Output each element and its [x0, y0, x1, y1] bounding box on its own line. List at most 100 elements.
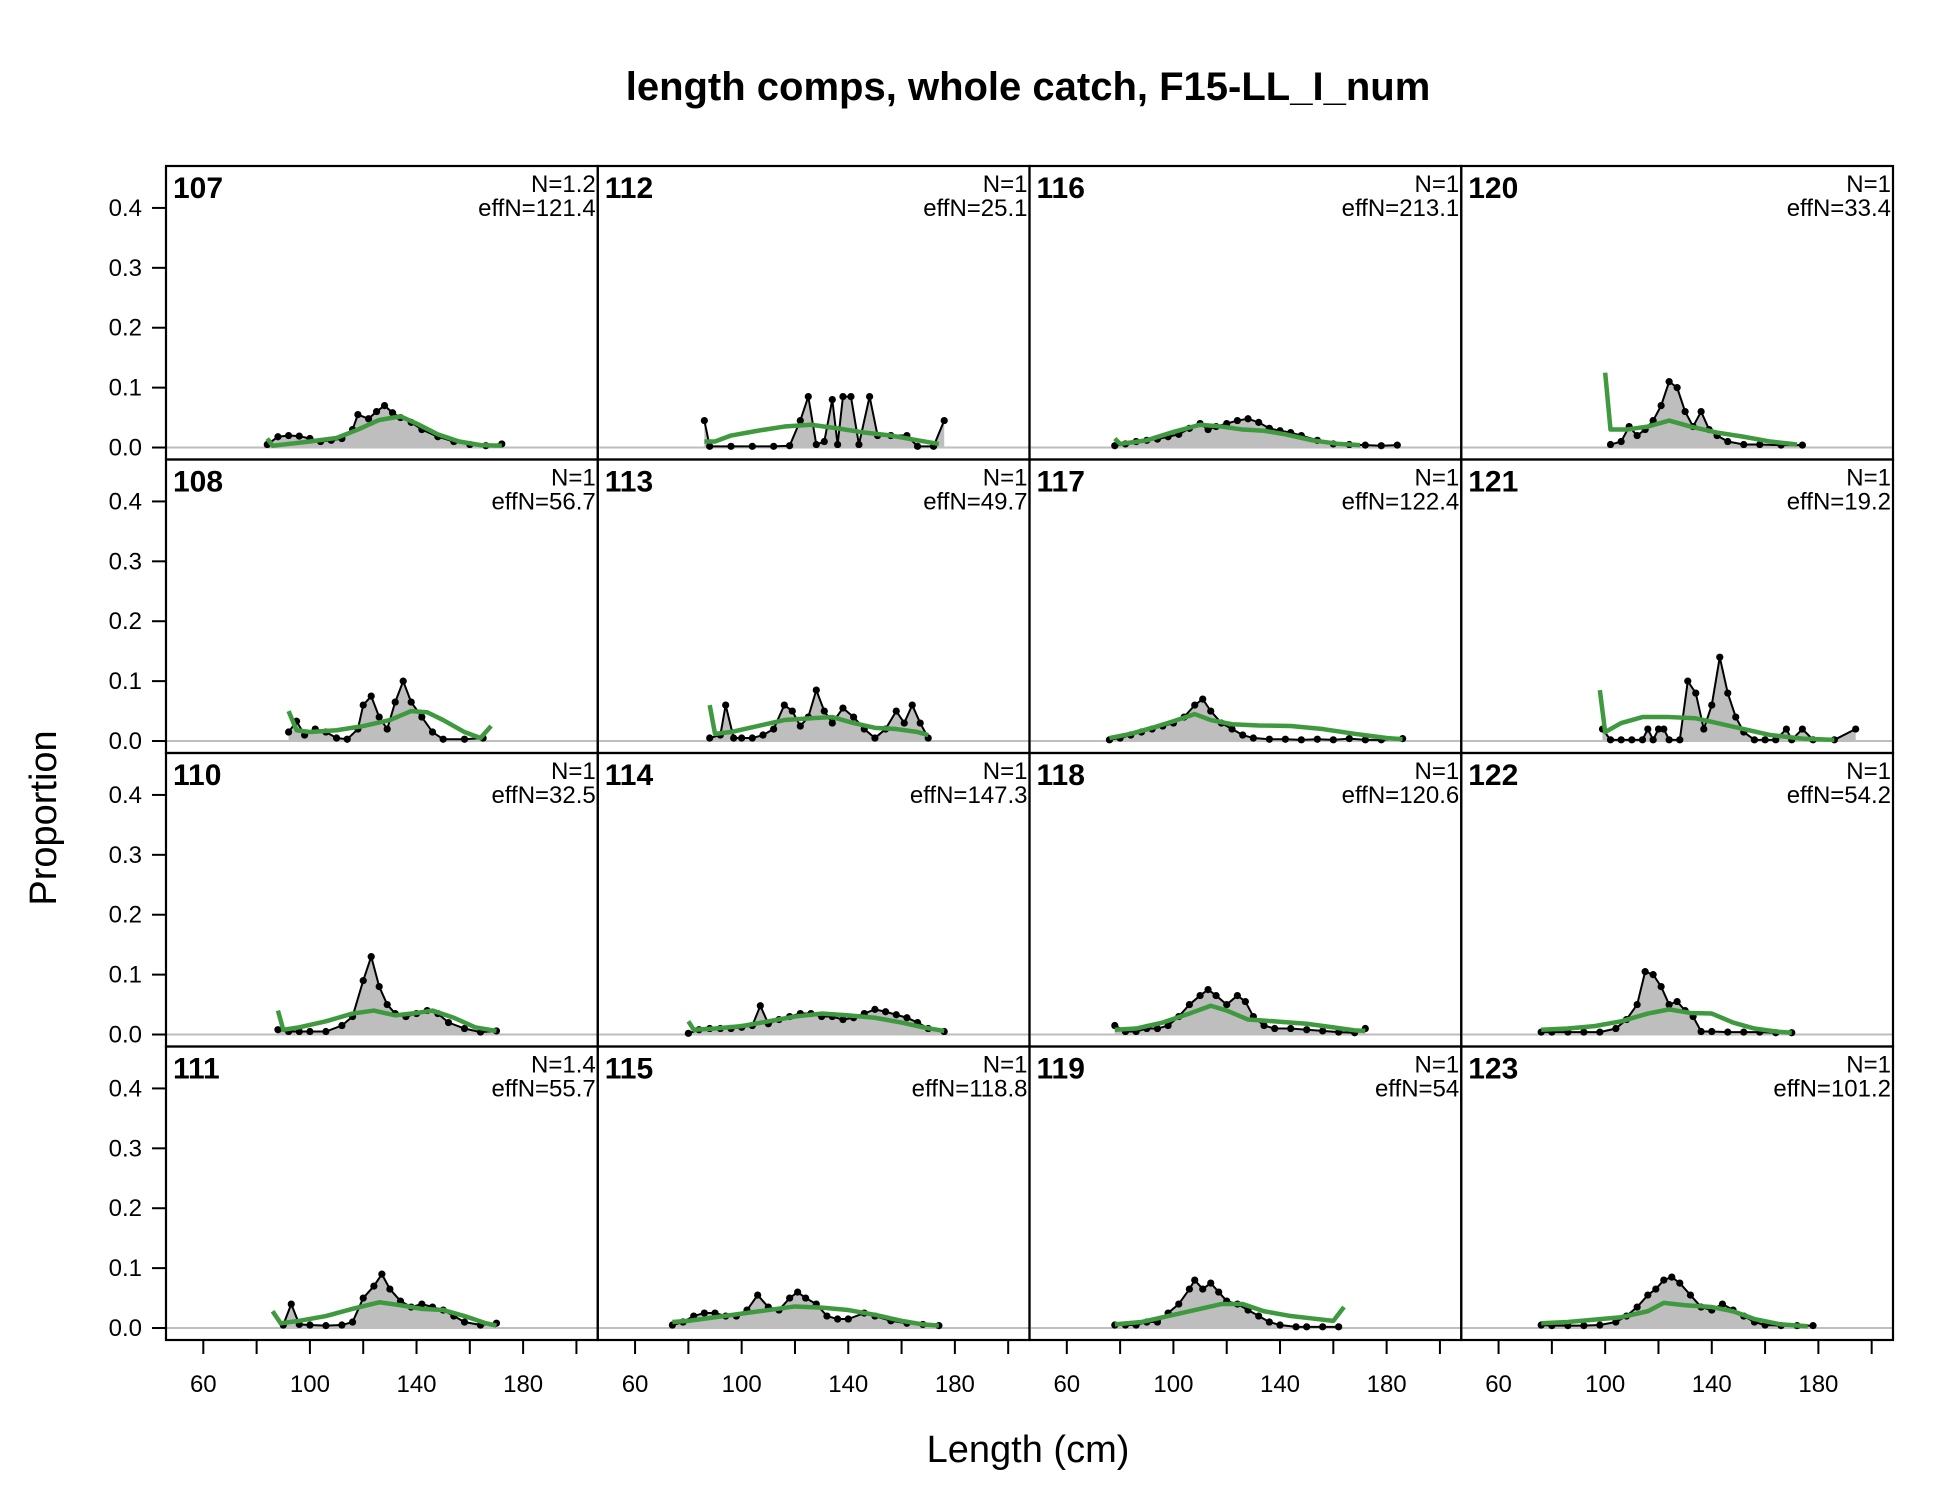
- observed-point: [812, 440, 820, 449]
- x-tick-label: 140: [1260, 1371, 1300, 1398]
- x-tick-label: 100: [1585, 1371, 1625, 1398]
- observed-point: [1724, 689, 1732, 697]
- panel-label: 122: [1468, 759, 1518, 792]
- x-tick-label: 180: [935, 1371, 975, 1398]
- observed-point: [444, 1018, 453, 1027]
- observed-point: [823, 1312, 831, 1320]
- x-tick-label: 180: [1367, 1371, 1407, 1398]
- observed-point: [383, 725, 391, 733]
- observed-point: [1393, 441, 1401, 449]
- observed-point: [1207, 1279, 1215, 1287]
- observed-point: [1335, 1323, 1343, 1331]
- observed-point: [847, 393, 855, 401]
- x-tick-label: 60: [190, 1371, 217, 1398]
- observed-point: [1239, 731, 1247, 739]
- x-axis-title: Length (cm): [927, 1429, 1130, 1471]
- panel-n: N=1.2: [531, 171, 596, 198]
- observed-point: [1271, 1024, 1279, 1033]
- observed-point: [1207, 707, 1215, 715]
- observed-point: [418, 1300, 426, 1308]
- observed-point: [1750, 736, 1759, 744]
- observed-point: [940, 416, 948, 425]
- observed-point: [1809, 1322, 1817, 1330]
- panel-n: N=1: [1846, 171, 1891, 198]
- observed-point: [1652, 1285, 1660, 1293]
- x-tick-label: 100: [1153, 1371, 1193, 1398]
- panel-effn: effN=121.4: [478, 195, 596, 222]
- observed-point: [1700, 725, 1708, 733]
- observed-point: [306, 1321, 314, 1329]
- observed-point: [1255, 1312, 1263, 1320]
- observed-point: [844, 1315, 852, 1323]
- observed-point: [796, 722, 804, 730]
- observed-point: [706, 442, 714, 450]
- observed-point: [1756, 440, 1764, 449]
- observed-area: [1610, 381, 1803, 448]
- observed-point: [1644, 725, 1652, 733]
- observed-point: [1697, 1027, 1705, 1036]
- observed-point: [1716, 653, 1724, 661]
- observed-point: [1692, 689, 1700, 697]
- y-tick-label: 0.0: [109, 1315, 142, 1342]
- observed-point: [855, 440, 863, 449]
- observed-point: [348, 1318, 357, 1326]
- observed-area: [267, 405, 502, 448]
- panel-effn: effN=213.1: [1342, 195, 1460, 222]
- observed-point: [871, 734, 879, 742]
- observed-point: [1718, 1300, 1727, 1308]
- observed-point: [1633, 431, 1641, 440]
- y-tick-label: 0.2: [109, 315, 142, 342]
- observed-point: [284, 431, 293, 440]
- axes: 0.0 0.1 0.2 0.3 0.4 0.0 0.1 0.2 0.3 0.4 0.0 0.1 0.2 0…: [109, 195, 1873, 1398]
- observed-point: [1199, 695, 1207, 703]
- observed-point: [1641, 968, 1649, 976]
- observed-point: [804, 393, 812, 401]
- observed-area: [1114, 418, 1398, 448]
- observed-line: [1541, 970, 1792, 1034]
- x-tick-label: 100: [722, 1371, 762, 1398]
- observed-point: [359, 1294, 367, 1302]
- observed-point: [892, 707, 900, 715]
- observed-point: [359, 977, 367, 985]
- expected-line: [1597, 689, 1835, 743]
- observed-point: [460, 1318, 469, 1326]
- panel-n: N=1: [983, 758, 1028, 785]
- observed-point: [820, 437, 828, 446]
- observed-point: [386, 1285, 394, 1293]
- observed-point: [786, 1294, 794, 1302]
- observed-point: [1204, 985, 1212, 994]
- observed-point: [1345, 735, 1353, 743]
- observed-point: [1665, 736, 1673, 744]
- observed-point: [1649, 971, 1657, 979]
- observed-point: [1241, 997, 1249, 1006]
- observed-point: [375, 713, 383, 721]
- panel-effn: effN=55.7: [491, 1076, 595, 1103]
- observed-point: [322, 1322, 330, 1330]
- panel-label: 117: [1037, 466, 1085, 499]
- panel-effn: effN=54: [1375, 1076, 1459, 1103]
- x-tick-label: 100: [290, 1371, 330, 1398]
- observed-point: [850, 713, 858, 721]
- y-tick-label: 0.4: [109, 488, 142, 515]
- x-tick-label: 60: [1053, 1371, 1080, 1398]
- panel-n: N=1: [1415, 171, 1460, 198]
- observed-point: [834, 1315, 842, 1323]
- observed-point: [1111, 1021, 1119, 1030]
- observed-point: [1732, 713, 1740, 721]
- x-tick-label: 140: [1692, 1371, 1732, 1398]
- observed-point: [1740, 1028, 1748, 1036]
- panel-n: N=1: [983, 465, 1028, 492]
- observed-point: [1676, 1279, 1684, 1287]
- observed-point: [375, 983, 383, 991]
- y-tick-label: 0.3: [109, 548, 142, 575]
- observed-point: [367, 953, 375, 961]
- expected-line: [1114, 1003, 1366, 1034]
- observed-point: [1724, 1028, 1732, 1036]
- observed-point: [372, 407, 381, 416]
